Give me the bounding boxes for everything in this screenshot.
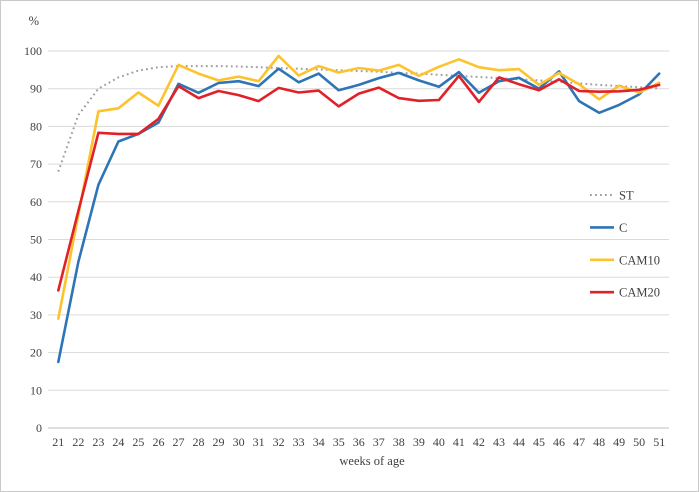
x-tick-label: 22 (72, 435, 84, 449)
x-tick-label: 32 (273, 435, 285, 449)
x-tick-label: 33 (293, 435, 305, 449)
x-tick-label: 25 (132, 435, 144, 449)
y-tick-label: 70 (30, 157, 42, 171)
series-line-C (56, 67, 661, 364)
series-line-CAM10 (56, 54, 661, 321)
x-tick-label: 47 (573, 435, 585, 449)
axis-tick-labels: 0 10 20 30 40 50 60 70 80 90 100 21 22 23 24 25 26 27 28 29… (24, 44, 665, 449)
y-tick-label: 10 (30, 383, 42, 397)
x-tick-label: 27 (172, 435, 184, 449)
x-tick-label: 40 (433, 435, 445, 449)
series-line-CAM20 (56, 74, 661, 292)
legend-label-CAM10: CAM10 (619, 253, 660, 267)
x-tick-label: 29 (213, 435, 225, 449)
x-tick-label: 51 (653, 435, 665, 449)
x-tick-label: 31 (253, 435, 265, 449)
x-tick-label: 43 (493, 435, 505, 449)
x-tick-label: 24 (112, 435, 124, 449)
x-tick-label: 44 (513, 435, 525, 449)
x-tick-label: 49 (613, 435, 625, 449)
x-tick-label: 21 (52, 435, 64, 449)
x-tick-label: 39 (413, 435, 425, 449)
x-tick-label: 48 (593, 435, 605, 449)
x-tick-label: 45 (533, 435, 545, 449)
x-tick-label: 26 (152, 435, 164, 449)
y-tick-label: 0 (36, 421, 42, 435)
x-tick-label: 35 (333, 435, 345, 449)
x-tick-label: 37 (373, 435, 385, 449)
y-tick-label: 90 (30, 82, 42, 96)
x-tick-label: 42 (473, 435, 485, 449)
y-tick-label: 50 (30, 233, 42, 247)
legend-label-ST: ST (619, 189, 634, 203)
y-tick-label: 30 (30, 308, 42, 322)
series-lines (56, 54, 661, 364)
y-tick-label: 60 (30, 195, 42, 209)
legend-label-C: C (619, 221, 627, 235)
x-tick-label: 41 (453, 435, 465, 449)
x-tick-label: 38 (393, 435, 405, 449)
x-tick-label: 23 (92, 435, 104, 449)
legend-label-CAM20: CAM20 (619, 286, 660, 300)
y-axis-title: % (29, 14, 39, 28)
x-tick-label: 46 (553, 435, 565, 449)
x-tick-label: 36 (353, 435, 365, 449)
x-tick-label: 50 (633, 435, 645, 449)
x-axis-title: weeks of age (339, 454, 405, 468)
y-tick-label: 100 (24, 44, 42, 58)
x-tick-label: 28 (193, 435, 205, 449)
y-tick-label: 80 (30, 119, 42, 133)
gridlines (48, 50, 669, 429)
x-tick-label: 30 (233, 435, 245, 449)
y-tick-label: 20 (30, 346, 42, 360)
y-tick-label: 40 (30, 270, 42, 284)
series-line-ST (57, 65, 660, 172)
legend: ST C CAM10 CAM20 (590, 189, 660, 300)
x-tick-label: 34 (313, 435, 325, 449)
